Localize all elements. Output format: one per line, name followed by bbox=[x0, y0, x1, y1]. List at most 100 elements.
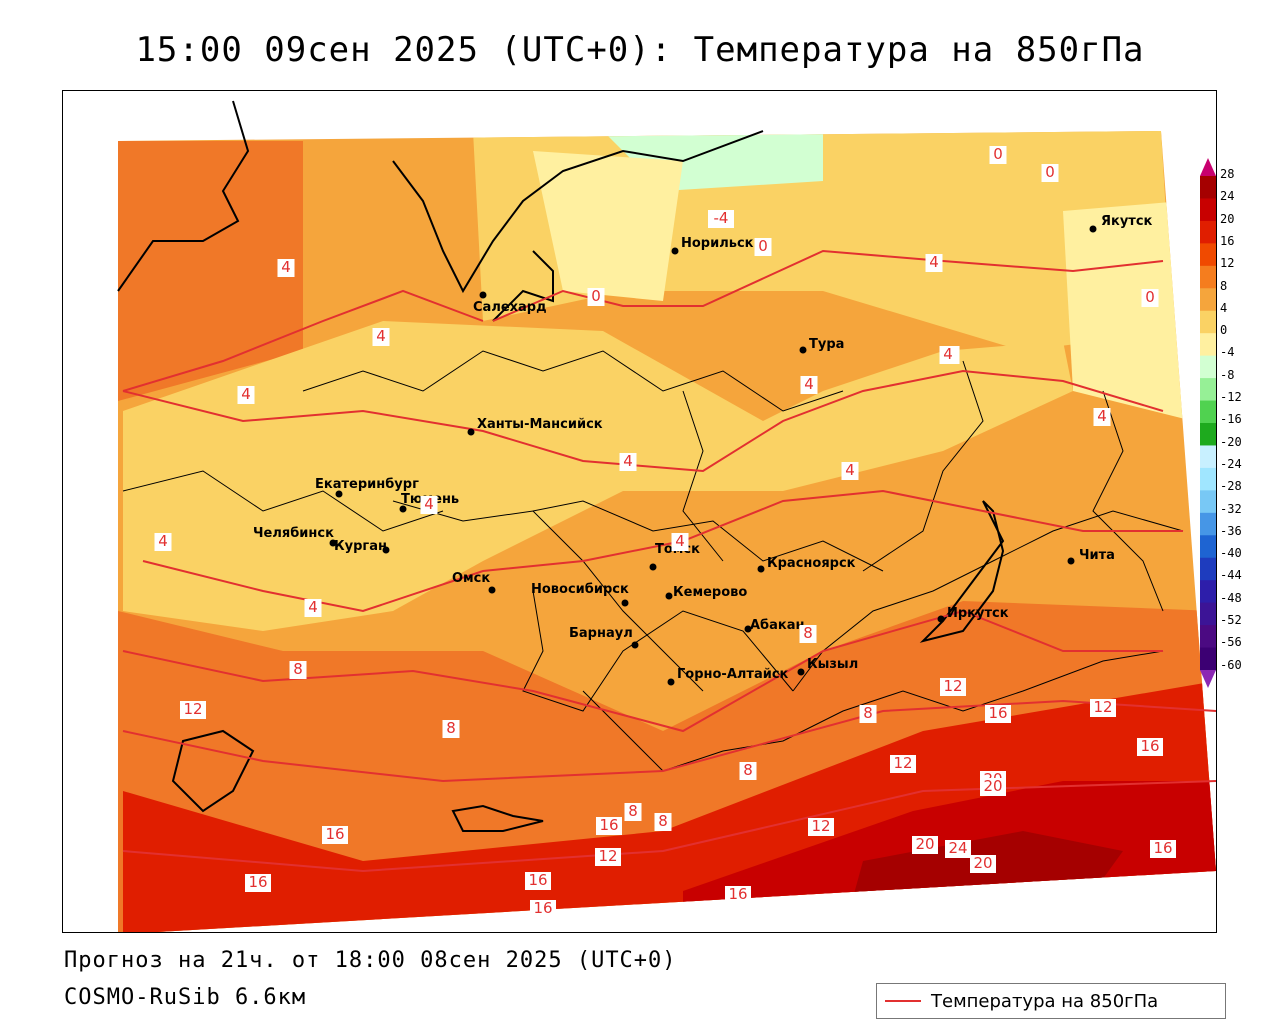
colorbar-segment bbox=[1200, 602, 1216, 626]
isotherm-label: 4 bbox=[376, 327, 386, 345]
colorbar-tick-label: 4 bbox=[1220, 300, 1228, 315]
colorbar-tick-label: 28 bbox=[1220, 167, 1235, 181]
isotherm-label: 4 bbox=[158, 532, 168, 550]
colorbar-tick-label: -20 bbox=[1220, 434, 1242, 449]
isotherm-label-bg bbox=[245, 874, 271, 892]
city-label: Екатеринбург bbox=[315, 477, 419, 492]
isotherm-label: 16 bbox=[728, 885, 747, 903]
colorbar-segment bbox=[1200, 647, 1216, 671]
city-markers: Норильск Якутск Салехард Тура Ханты-Мансийск… bbox=[253, 214, 1153, 686]
colorbar-tick-label: -60 bbox=[1220, 657, 1242, 672]
isotherm-label: 20 bbox=[973, 854, 992, 872]
isotherm-label: 8 bbox=[658, 812, 668, 830]
isotherm-label-bg bbox=[970, 855, 996, 873]
colorbar-tick-label: -28 bbox=[1220, 479, 1242, 494]
colorbar-tick-label: -24 bbox=[1220, 456, 1242, 471]
isotherm-label: 16 bbox=[533, 899, 552, 917]
isotherm-label: 0 bbox=[1145, 288, 1155, 306]
legend-label: Температура на 850гПа bbox=[931, 990, 1159, 1012]
city-label: Кемерово bbox=[673, 585, 747, 600]
isotherm-label: 0 bbox=[993, 145, 1003, 163]
isotherm-label: 16 bbox=[988, 704, 1007, 722]
isotherm-label: 20 bbox=[983, 777, 1002, 795]
colorbar-top-arrow bbox=[1200, 158, 1216, 176]
colorbar-tick-label: 8 bbox=[1220, 278, 1228, 293]
colorbar-segment bbox=[1200, 265, 1216, 289]
isotherm-label: 0 bbox=[758, 237, 768, 255]
city-dot bbox=[1067, 557, 1075, 565]
isotherm-label: 16 bbox=[325, 825, 344, 843]
isotherm-label-bg bbox=[671, 533, 689, 551]
city-dot bbox=[335, 490, 343, 498]
isotherm-label: 4 bbox=[241, 385, 251, 403]
city-dot bbox=[621, 599, 629, 607]
colorbar-segment bbox=[1200, 243, 1216, 267]
isotherm-label: 4 bbox=[281, 258, 291, 276]
isotherm-label: 4 bbox=[424, 495, 434, 513]
city-label: Норильск bbox=[681, 236, 754, 251]
isotherm-label: 16 bbox=[1140, 737, 1159, 755]
coastlines bbox=[117, 100, 1005, 832]
city-dot bbox=[631, 641, 639, 649]
isotherm-label-bg bbox=[372, 328, 390, 346]
isotherm-label-bg bbox=[985, 705, 1011, 723]
isotherm-label: 12 bbox=[183, 700, 202, 718]
page-title: 15:00 09сен 2025 (UTC+0): Температура на… bbox=[135, 30, 1145, 70]
isotherm-label-bg bbox=[725, 886, 751, 904]
city-label: Новосибирск bbox=[531, 582, 629, 597]
isotherm-label-bg bbox=[1137, 738, 1163, 756]
isotherm-label: 16 bbox=[599, 816, 618, 834]
isotherm-label: 12 bbox=[1093, 698, 1112, 716]
isotherm-label: 4 bbox=[804, 375, 814, 393]
city-label: Чита bbox=[1079, 548, 1115, 563]
isotherm-lines bbox=[122, 249, 1216, 873]
colorbar-segment bbox=[1200, 198, 1216, 222]
colorbar-segment bbox=[1200, 355, 1216, 379]
isotherm-label-bg bbox=[799, 625, 817, 643]
colorbar-tick-label: -52 bbox=[1220, 613, 1242, 627]
isotherm-label-bg bbox=[1090, 699, 1116, 717]
isotherm-label-bg bbox=[530, 900, 556, 918]
isotherm-label-bg bbox=[1150, 840, 1176, 858]
colorbar-tick-label: -4 bbox=[1220, 345, 1235, 360]
isotherm-label-bg bbox=[587, 288, 605, 306]
isotherm-label: -4 bbox=[714, 209, 729, 227]
isotherm-label-bg bbox=[859, 705, 877, 723]
city-label: Курган bbox=[334, 539, 387, 554]
isotherm-label: 12 bbox=[598, 847, 617, 865]
legend-line-swatch bbox=[885, 1000, 921, 1002]
isotherm-label-bg bbox=[708, 210, 734, 228]
isotherm-label-bg bbox=[808, 818, 834, 836]
isotherm-label: 4 bbox=[308, 598, 318, 616]
colorbar-tick-label: -12 bbox=[1220, 390, 1242, 404]
colorbar-tick-label: -36 bbox=[1220, 523, 1242, 538]
colorbar-segment bbox=[1200, 445, 1216, 469]
city-label: Абакан bbox=[750, 618, 805, 633]
isotherm-label-bg bbox=[739, 762, 757, 780]
isotherm-label-bg bbox=[940, 678, 966, 696]
isotherm-label-bg bbox=[304, 599, 322, 617]
colorbar-tick-label: 12 bbox=[1220, 256, 1235, 271]
isotherm-label: 8 bbox=[743, 761, 753, 779]
isotherm-label-bg bbox=[289, 661, 307, 679]
isotherm-label: 24 bbox=[948, 839, 967, 857]
city-label: Кызыл bbox=[807, 657, 858, 672]
isotherm-label-bg bbox=[154, 533, 172, 551]
isotherm-label-bg bbox=[654, 813, 672, 831]
isotherm-label-bg bbox=[754, 238, 772, 256]
colorbar-segment bbox=[1200, 288, 1216, 312]
colorbar-segment bbox=[1200, 557, 1216, 581]
colorbar-segment bbox=[1200, 490, 1216, 514]
colorbar-segment bbox=[1200, 625, 1216, 649]
city-dot bbox=[649, 563, 657, 571]
colorbar-segment bbox=[1200, 220, 1216, 244]
isotherm-label: 8 bbox=[803, 624, 813, 642]
forecast-info: Прогноз на 21ч. от 18:00 08сен 2025 (UTC… bbox=[64, 948, 677, 973]
city-dot bbox=[744, 625, 752, 633]
colorbar-segment bbox=[1200, 467, 1216, 491]
isotherm-label: 4 bbox=[929, 253, 939, 271]
isotherm-label-bg bbox=[277, 259, 295, 277]
city-label: Челябинск bbox=[253, 526, 334, 541]
isotherm-label-bg bbox=[1093, 408, 1111, 426]
isotherm-label-bg bbox=[596, 817, 622, 835]
